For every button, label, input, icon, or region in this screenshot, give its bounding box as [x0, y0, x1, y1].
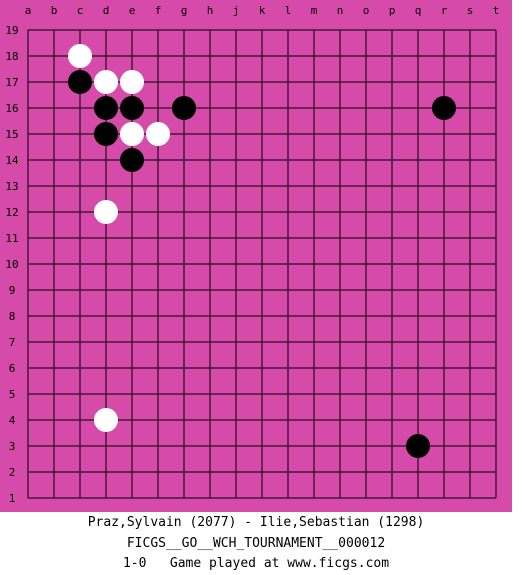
column-label: b — [51, 4, 58, 17]
column-label: g — [181, 4, 188, 17]
column-label: q — [415, 4, 422, 17]
white-stone — [94, 200, 118, 224]
column-label: o — [363, 4, 370, 17]
column-label: j — [233, 4, 240, 17]
black-stone — [94, 122, 118, 146]
row-label: 10 — [5, 258, 18, 271]
column-label: e — [129, 4, 136, 17]
column-label: s — [467, 4, 474, 17]
white-stone — [146, 122, 170, 146]
column-label: t — [493, 4, 500, 17]
column-label: m — [311, 4, 318, 17]
row-label: 4 — [9, 414, 16, 427]
white-stone — [120, 70, 144, 94]
white-stone — [120, 122, 144, 146]
row-label: 17 — [5, 76, 18, 89]
white-stone — [94, 408, 118, 432]
column-label: h — [207, 4, 214, 17]
board-svg: a b c d e f g h j k l m n o p q r s t191817161514131211109… — [5, 4, 500, 505]
column-label: a — [25, 4, 32, 17]
black-stone — [120, 96, 144, 120]
column-label: d — [103, 4, 110, 17]
row-label: 6 — [9, 362, 16, 375]
row-label: 11 — [5, 232, 18, 245]
column-label: l — [285, 4, 292, 17]
go-board: a b c d e f g h j k l m n o p q r s t 19 18 17 16 15 14 13 12 11 10 9… — [0, 0, 512, 512]
row-label: 13 — [5, 180, 18, 193]
black-stone — [432, 96, 456, 120]
white-stone — [68, 44, 92, 68]
row-label: 9 — [9, 284, 16, 297]
row-label: 7 — [9, 336, 16, 349]
black-stone — [172, 96, 196, 120]
white-stone — [94, 70, 118, 94]
row-label: 18 — [5, 50, 18, 63]
column-label: f — [155, 4, 162, 17]
result-caption: 1-0 Game played at www.ficgs.com — [122, 556, 390, 571]
column-label: r — [441, 4, 448, 17]
row-label: 16 — [5, 102, 18, 115]
column-label: p — [389, 4, 396, 17]
column-label: k — [259, 4, 266, 17]
black-stone — [94, 96, 118, 120]
row-label: 15 — [5, 128, 18, 141]
row-label: 1 — [9, 492, 16, 505]
row-label: 3 — [9, 440, 16, 453]
row-label: 8 — [9, 310, 16, 323]
row-label: 14 — [5, 154, 19, 167]
black-stone — [68, 70, 92, 94]
event-caption: FICGS__GO__WCH_TOURNAMENT__000012 — [126, 536, 386, 551]
row-label: 5 — [9, 388, 16, 401]
row-label: 19 — [5, 24, 18, 37]
black-stone — [406, 434, 430, 458]
column-label: c — [77, 4, 84, 17]
row-label: 2 — [9, 466, 16, 479]
column-label: n — [337, 4, 344, 17]
players-caption: Praz,Sylvain (2077) - Ilie,Sebastian (12… — [87, 515, 425, 530]
row-label: 12 — [5, 206, 18, 219]
black-stone — [120, 148, 144, 172]
